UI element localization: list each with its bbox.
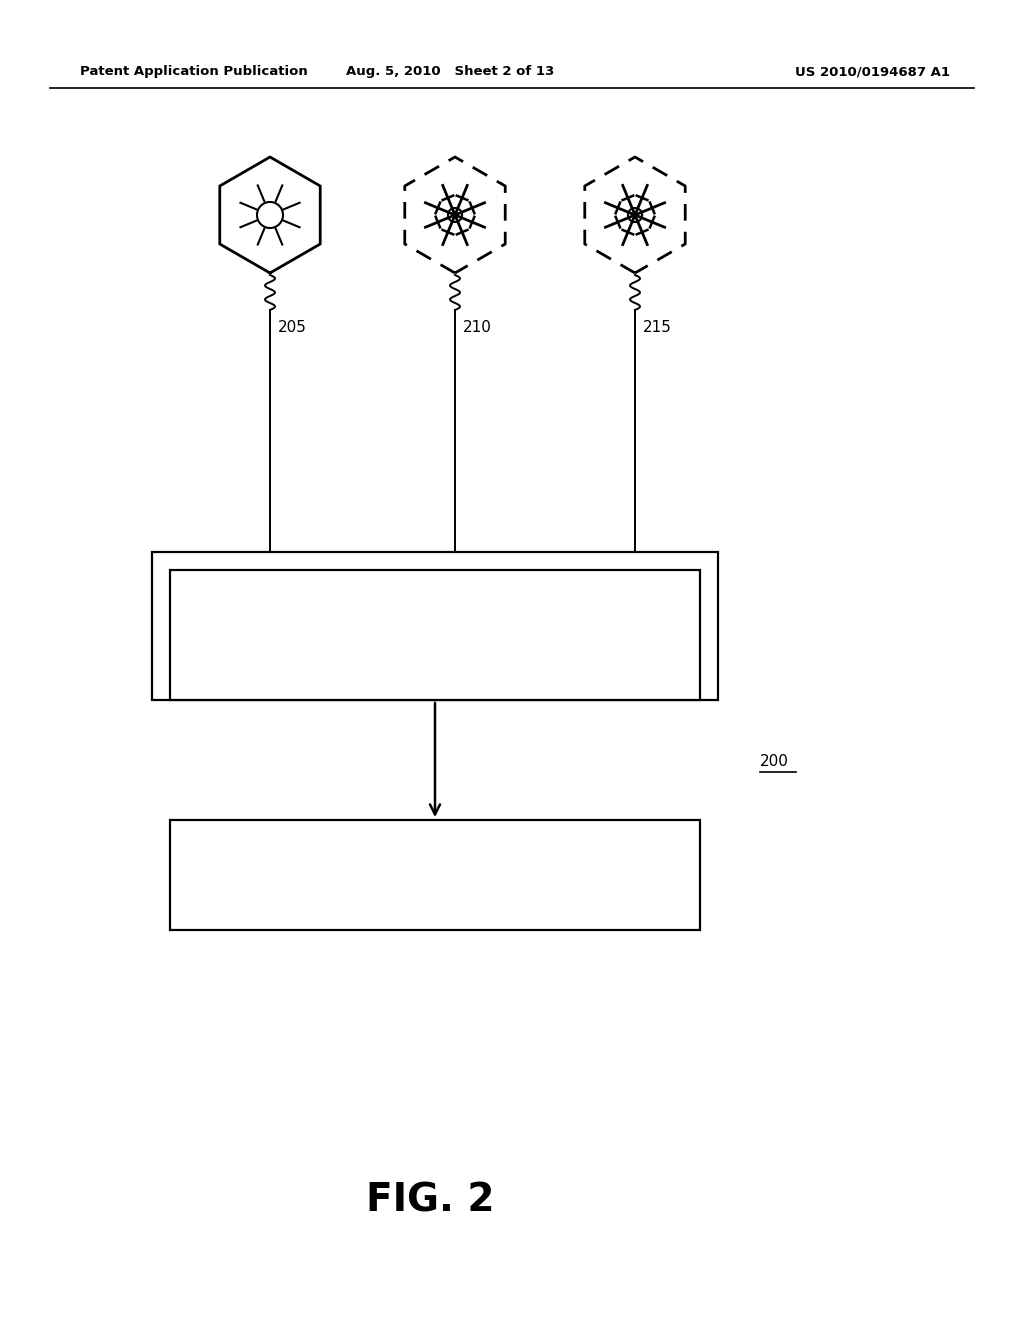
Text: 220: 220 — [418, 644, 453, 663]
Text: 225: 225 — [418, 884, 453, 902]
Bar — [152, 552, 718, 700]
Text: 215: 215 — [643, 321, 672, 335]
Text: 210: 210 — [463, 321, 492, 335]
Text: PROCESSING UNIT: PROCESSING UNIT — [352, 616, 518, 634]
Text: Patent Application Publication: Patent Application Publication — [80, 66, 308, 78]
Text: TARGET POINT POSITION: TARGET POINT POSITION — [324, 855, 547, 874]
Text: Aug. 5, 2010   Sheet 2 of 13: Aug. 5, 2010 Sheet 2 of 13 — [346, 66, 554, 78]
Text: US 2010/0194687 A1: US 2010/0194687 A1 — [795, 66, 950, 78]
Text: FIG. 2: FIG. 2 — [366, 1181, 495, 1218]
Bar — [170, 570, 700, 700]
Text: 205: 205 — [278, 321, 307, 335]
Text: 200: 200 — [760, 755, 788, 770]
Bar — [170, 820, 700, 931]
